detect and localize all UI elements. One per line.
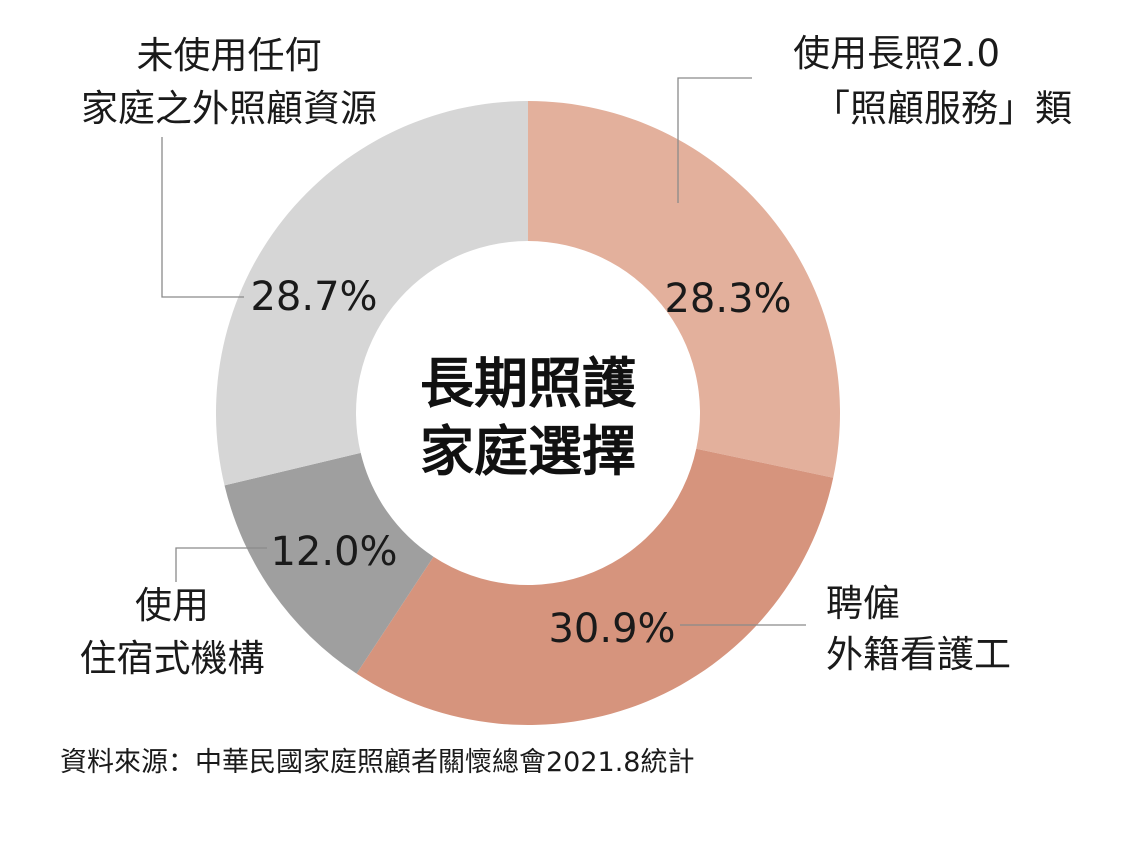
donut-slices [216, 101, 841, 726]
slice-value-label: 28.3% [664, 276, 791, 322]
donut-slice-3 [216, 101, 528, 486]
category-label-residential-line-2: 住宿式機構 [80, 637, 265, 680]
category-label-no-resource-line-1: 未使用任何 [137, 34, 322, 77]
center-title-line-2: 家庭選擇 [420, 419, 636, 483]
category-label-foreign-caregiver-line-2: 外籍看護工 [826, 633, 1011, 676]
category-label-longterm-care-line-2: 「照顧服務」類 [813, 87, 1072, 130]
center-title-line-1: 長期照護 [420, 351, 637, 415]
donut-slice-0 [528, 101, 841, 478]
category-label-longterm-care-line-1: 使用長照2.0 [793, 32, 1000, 75]
source-note: 資料來源：中華民國家庭照顧者關懷總會2021.8統計 [60, 747, 695, 778]
category-label-residential-line-1: 使用 [135, 584, 209, 627]
donut-slice-2 [224, 452, 434, 674]
slice-value-label: 12.0% [270, 529, 397, 575]
slice-value-label: 28.7% [250, 274, 377, 320]
category-label-foreign-caregiver-line-1: 聘僱 [826, 582, 900, 625]
category-label-no-resource-line-2: 家庭之外照顧資源 [81, 87, 377, 130]
leader-line-residential [175, 547, 267, 582]
leader-line-no-resource [161, 137, 244, 298]
slice-value-label: 30.9% [548, 606, 675, 652]
donut-slice-1 [356, 448, 834, 726]
leader-line-longterm-care [677, 77, 752, 203]
